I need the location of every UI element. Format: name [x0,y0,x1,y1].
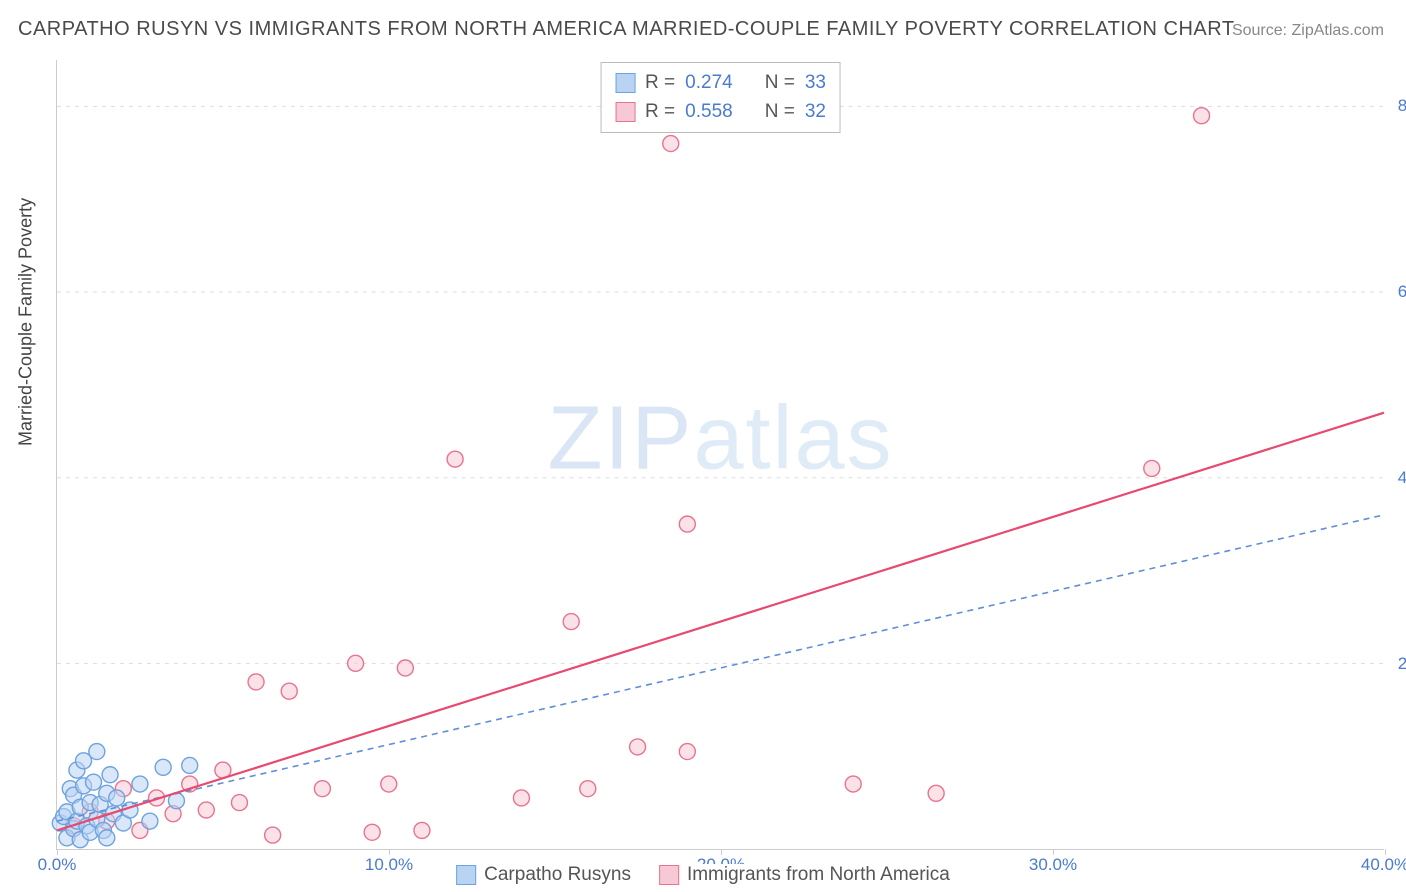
series-pink-points [66,108,1210,843]
plot-area: ZIPatlas R = 0.274 N = 33 R = 0.558 N = … [56,60,1384,850]
swatch-blue-bottom [456,865,476,885]
source-attribution: Source: ZipAtlas.com [1232,22,1384,40]
n-value-pink: 32 [805,98,826,127]
ytick-label: 60.0% [1398,282,1406,302]
n-value-blue: 33 [805,69,826,98]
swatch-blue [615,73,635,93]
xtick-label: 0.0% [38,855,77,875]
bottom-legend: Carpatho Rusyns Immigrants from North Am… [450,864,956,886]
ytick-label: 80.0% [1398,96,1406,116]
stat-legend: R = 0.274 N = 33 R = 0.558 N = 32 [600,62,841,133]
swatch-pink [615,102,635,122]
legend-item-pink: Immigrants from North America [659,864,950,886]
swatch-pink-bottom [659,865,679,885]
grid-group [57,106,1384,663]
r-label: R = [645,98,675,127]
ytick-label: 20.0% [1398,654,1406,674]
ytick-label: 40.0% [1398,468,1406,488]
n-label: N = [765,98,795,127]
r-label: R = [645,69,675,98]
legend-label-pink: Immigrants from North America [687,864,950,886]
trend-lines [57,413,1384,831]
r-value-pink: 0.558 [685,98,733,127]
r-value-blue: 0.274 [685,69,733,98]
stat-row-pink: R = 0.558 N = 32 [615,98,826,127]
y-axis-label: Married-Couple Family Poverty [16,198,37,446]
series-blue-points [52,744,197,848]
xtick-label: 30.0% [1029,855,1077,875]
chart-svg [57,60,1384,849]
xtick-label: 10.0% [365,855,413,875]
legend-item-blue: Carpatho Rusyns [456,864,631,886]
n-label: N = [765,69,795,98]
xtick-label: 40.0% [1361,855,1406,875]
legend-label-blue: Carpatho Rusyns [484,864,631,886]
chart-title: CARPATHO RUSYN VS IMMIGRANTS FROM NORTH … [18,18,1235,41]
stat-row-blue: R = 0.274 N = 33 [615,69,826,98]
